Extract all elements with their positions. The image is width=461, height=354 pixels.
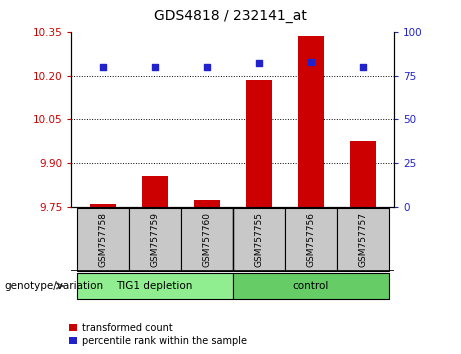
Point [99,64,106,70]
Bar [298,36,324,207]
Bar [77,208,129,271]
Text: GSM757760: GSM757760 [202,212,211,267]
Bar [337,208,389,271]
Bar [350,141,376,207]
Bar [233,208,285,271]
Bar [142,176,168,207]
Text: GDS4818 / 232141_at: GDS4818 / 232141_at [154,9,307,23]
Text: GSM757756: GSM757756 [307,212,315,267]
Text: GSM757755: GSM757755 [254,212,263,267]
Bar [129,208,181,271]
Bar [90,204,116,207]
Bar [181,208,233,271]
Text: TIG1 depletion: TIG1 depletion [117,281,193,291]
Bar [77,273,233,299]
Text: control: control [293,281,329,291]
Bar [233,273,389,299]
Point [203,64,211,70]
Point [255,61,262,66]
Text: GSM757758: GSM757758 [98,212,107,267]
Text: GSM757757: GSM757757 [358,212,367,267]
Bar [194,200,220,207]
Bar [246,80,272,207]
Point [151,64,159,70]
Text: genotype/variation: genotype/variation [5,281,104,291]
Bar [285,208,337,271]
Legend: transformed count, percentile rank within the sample: transformed count, percentile rank withi… [70,323,247,346]
Point [359,64,366,70]
Point [307,59,314,64]
Text: GSM757759: GSM757759 [150,212,159,267]
